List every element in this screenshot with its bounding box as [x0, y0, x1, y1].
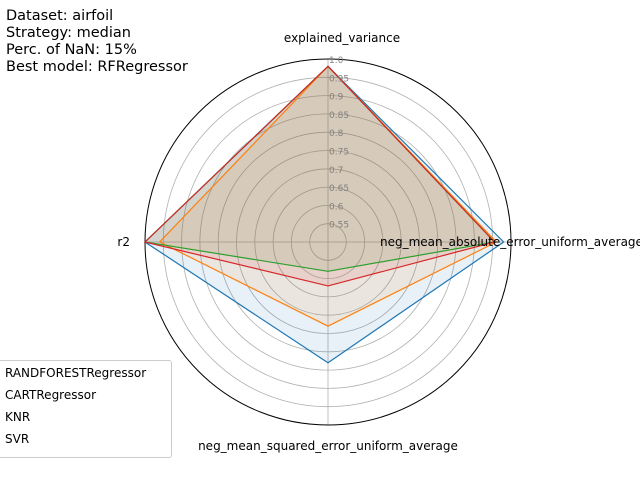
rtick-label-9: 1.0 [329, 56, 344, 66]
rtick-label-5: 0.8 [329, 129, 344, 139]
info-best-model: Best model: RFRegressor [6, 59, 188, 75]
legend-entry-0: RANDFORESTRegressor [5, 366, 147, 380]
info-dataset: Dataset: airfoil [6, 8, 114, 24]
legend: RANDFORESTRegressor CARTRegressor KNR SV… [0, 360, 172, 458]
info-nan-percentage: Perc. of NaN: 15% [6, 42, 137, 58]
rtick-label-2: 0.65 [329, 184, 349, 194]
info-strategy: Strategy: median [6, 25, 131, 41]
rtick-label-1: 0.6 [329, 202, 344, 212]
axis-label-0: explained_variance [284, 31, 400, 45]
rtick-label-3: 0.7 [329, 166, 343, 176]
rtick-label-0: 0.55 [329, 221, 349, 231]
rtick-label-4: 0.75 [329, 148, 349, 158]
series-fill-3 [145, 66, 495, 286]
series-fill-1 [159, 66, 497, 327]
axis-label-3: r2 [117, 235, 130, 249]
series-fill-0 [145, 66, 504, 363]
series-fill-2 [145, 66, 495, 272]
rtick-label-7: 0.9 [329, 93, 344, 103]
legend-entry-2: KNR [5, 410, 31, 424]
axis-label-1: neg_mean_absolute_error_uniform_average [380, 235, 640, 249]
axis-label-2: neg_mean_squared_error_uniform_average [198, 439, 458, 453]
rtick-label-6: 0.85 [329, 111, 349, 121]
series-line-1 [158, 65, 498, 327]
rtick-label-8: 0.95 [329, 74, 349, 84]
legend-entry-1: CARTRegressor [5, 388, 97, 402]
series-line-3 [143, 65, 496, 287]
legend-entry-3: SVR [5, 432, 30, 446]
